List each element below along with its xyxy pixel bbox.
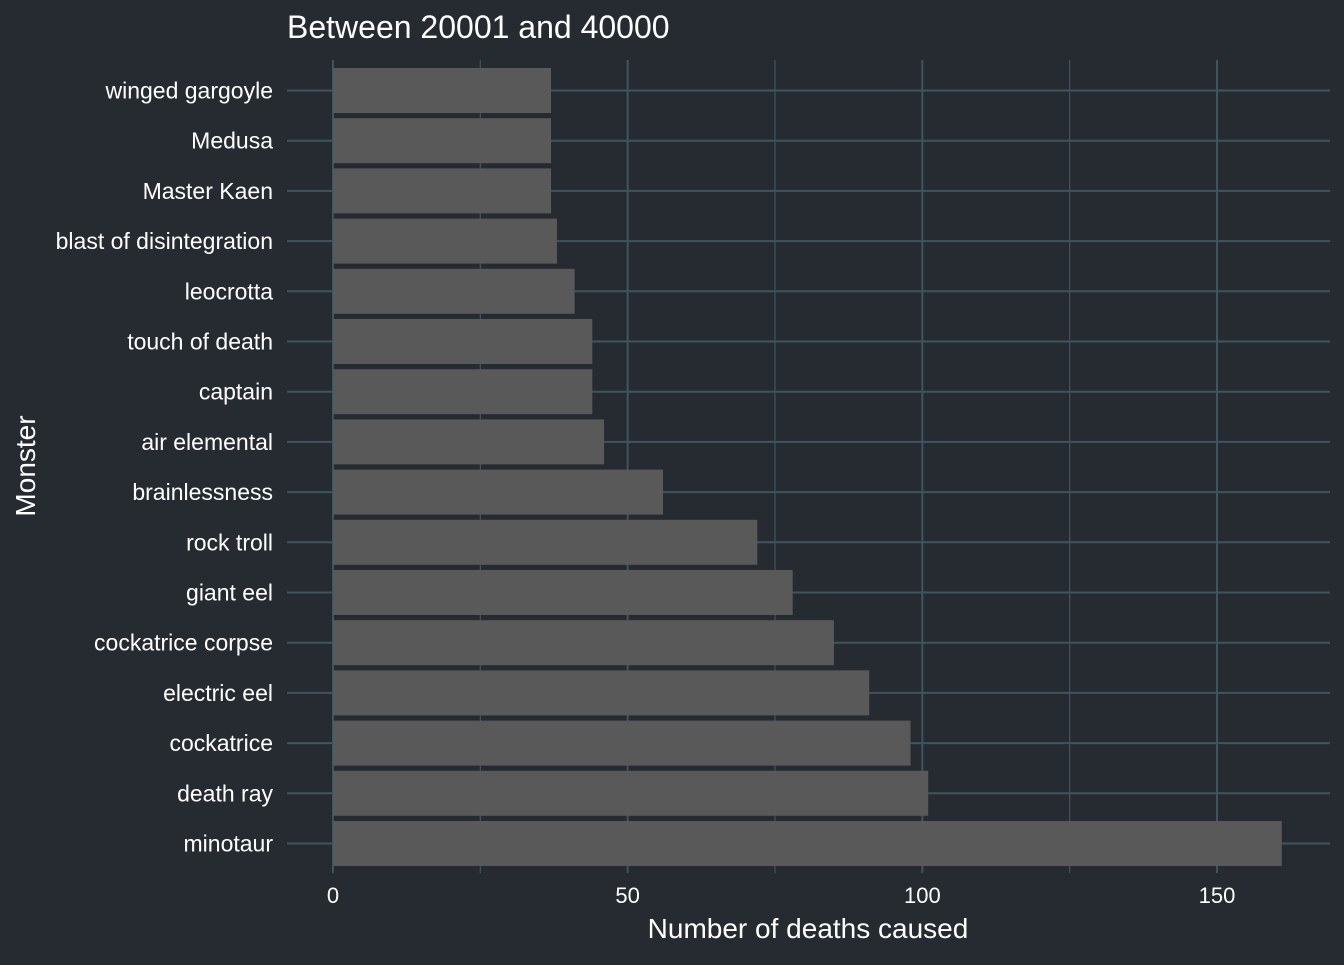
y-tick-label: cockatrice <box>169 730 273 756</box>
y-tick-label: rock troll <box>186 529 273 555</box>
chart-title: Between 20001 and 40000 <box>287 9 670 45</box>
y-tick-label: touch of death <box>127 329 273 355</box>
bar <box>333 168 552 214</box>
bar <box>333 218 557 264</box>
bar <box>333 369 593 415</box>
y-tick-label: leocrotta <box>185 278 273 304</box>
bar <box>333 419 605 465</box>
y-tick-label: giant eel <box>186 580 273 606</box>
bar <box>333 770 929 816</box>
y-tick-label: electric eel <box>163 680 273 706</box>
y-tick-label: cockatrice corpse <box>94 630 273 656</box>
y-tick-label: Master Kaen <box>143 178 273 204</box>
y-tick-label: captain <box>199 379 273 405</box>
bar <box>333 670 870 716</box>
bar <box>333 469 664 515</box>
bar <box>333 620 834 666</box>
y-tick-label: Medusa <box>191 128 273 154</box>
y-tick-labels: winged gargoyle Medusa Master Kaen blast of… <box>56 78 274 857</box>
x-tick-label: 100 <box>904 883 941 908</box>
x-tick-label: 0 <box>327 883 339 908</box>
y-tick-label: air elemental <box>141 429 273 455</box>
bar <box>333 319 593 364</box>
bars <box>333 68 1282 866</box>
y-axis-label: Monster <box>10 415 41 516</box>
bar <box>333 68 552 113</box>
x-tick-labels: 0 50 100 150 <box>327 883 1235 908</box>
bar <box>333 519 758 565</box>
bar <box>333 570 793 615</box>
bar <box>333 118 552 164</box>
y-tick-label: blast of disintegration <box>56 228 273 254</box>
bar <box>333 821 1282 866</box>
y-tick-label: brainlessness <box>132 479 273 505</box>
x-tick-label: 150 <box>1199 883 1236 908</box>
y-tick-label: winged gargoyle <box>104 78 273 104</box>
bar <box>333 720 911 766</box>
y-tick-label: death ray <box>177 780 273 806</box>
y-tick-label: minotaur <box>184 831 274 857</box>
x-tick-label: 50 <box>615 883 639 908</box>
x-axis-label: Number of deaths caused <box>648 913 969 944</box>
bar <box>333 268 575 314</box>
